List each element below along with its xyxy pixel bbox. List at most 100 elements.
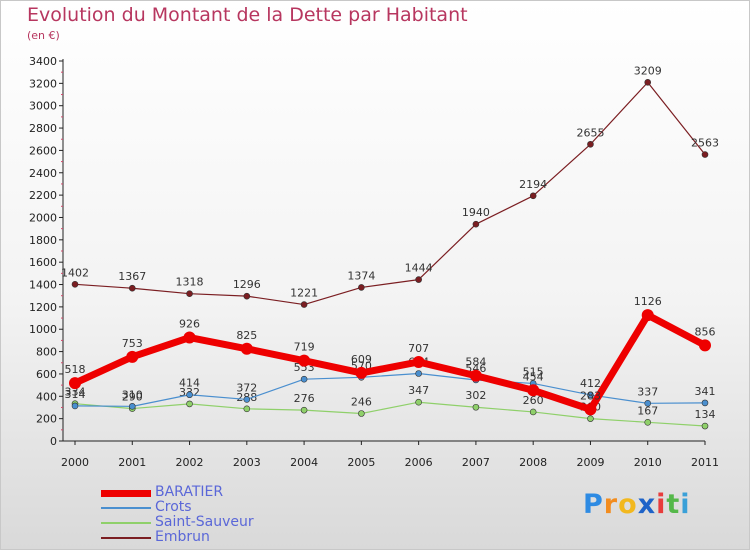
data-point-embrun: [587, 140, 594, 148]
chart-subtitle: (en €): [27, 29, 60, 42]
data-label-baratier: 719: [294, 341, 315, 354]
legend-label-embrun: Embrun: [155, 529, 210, 545]
data-point-saint-sauveur: [472, 403, 480, 411]
data-label-crots: 515: [523, 365, 544, 378]
data-label-crots: 341: [695, 385, 716, 398]
logo-letter: r: [603, 489, 619, 520]
proxiti-logo: Proxiti: [583, 489, 691, 520]
data-label-baratier: 825: [236, 329, 257, 342]
data-label-embrun: 3209: [634, 64, 662, 77]
data-point-embrun: [415, 276, 422, 283]
data-point-baratier: [584, 403, 597, 416]
legend-swatch-crots: [101, 507, 151, 509]
logo-letter: x: [637, 489, 657, 520]
y-tick-label: 200: [36, 413, 57, 426]
data-point-crots: [186, 391, 193, 399]
data-label-saint-sauveur: 167: [637, 404, 658, 417]
x-tick-label: 2008: [519, 456, 547, 469]
series-line-saint-sauveur: [74, 401, 706, 427]
data-label-embrun: 1374: [347, 269, 375, 282]
data-point-baratier: [469, 369, 482, 382]
data-point-baratier: [126, 350, 139, 363]
data-point-baratier: [699, 339, 711, 352]
data-label-embrun: 2655: [576, 126, 604, 139]
data-point-baratier: [527, 384, 540, 397]
data-point-saint-sauveur: [186, 400, 193, 408]
x-tick-label: 2009: [576, 456, 604, 469]
data-label-embrun: 1221: [290, 287, 318, 300]
data-point-crots: [415, 370, 422, 377]
data-label-saint-sauveur: 246: [351, 396, 372, 409]
y-tick-label: 1800: [29, 234, 57, 247]
data-label-baratier: 1126: [634, 295, 662, 308]
series-line-baratier: [71, 311, 709, 413]
data-label-baratier: 454: [523, 370, 544, 383]
data-label-baratier: 926: [179, 318, 200, 331]
data-label-crots: 310: [122, 388, 143, 401]
data-point-crots: [644, 400, 652, 407]
data-label-embrun: 1940: [462, 206, 490, 219]
data-label-embrun: 1318: [176, 276, 204, 289]
data-point-crots: [128, 403, 136, 410]
y-tick-label: 2200: [29, 189, 57, 202]
series-line-embrun: [74, 81, 706, 306]
data-point-saint-sauveur: [529, 408, 537, 416]
data-point-crots: [300, 375, 308, 383]
data-point-embrun: [186, 290, 193, 297]
logo-letter: i: [680, 489, 691, 520]
data-label-saint-sauveur: 260: [523, 394, 544, 407]
x-tick-label: 2010: [634, 456, 662, 469]
data-point-saint-sauveur: [243, 405, 251, 413]
data-label-crots: 372: [236, 381, 257, 394]
y-tick-label: 2400: [29, 167, 57, 180]
legend-item-embrun: Embrun: [101, 529, 301, 545]
logo-letter: o: [618, 489, 638, 520]
legend-label-crots: Crots: [155, 499, 192, 515]
data-point-saint-sauveur: [701, 422, 709, 430]
data-point-crots: [71, 402, 79, 410]
data-point-crots: [587, 391, 594, 399]
y-tick-label: 1000: [29, 323, 57, 336]
x-tick-label: 2000: [61, 456, 89, 469]
legend-item-saint-sauveur: Saint-Sauveur: [101, 514, 301, 530]
data-point-saint-sauveur: [415, 398, 422, 406]
x-tick-label: 2007: [462, 456, 490, 469]
data-label-baratier: 518: [65, 363, 86, 376]
y-tick-label: 3200: [29, 77, 57, 90]
data-point-baratier: [183, 331, 196, 344]
data-point-baratier: [240, 342, 253, 355]
logo-letter: t: [666, 489, 681, 520]
data-label-baratier: 856: [695, 325, 716, 338]
legend: BARATIER Crots Saint-Sauveur Embrun: [101, 484, 301, 545]
x-tick-label: 2004: [290, 456, 318, 469]
data-label-saint-sauveur: 347: [408, 384, 429, 397]
x-tick-label: 2005: [347, 456, 375, 469]
data-point-saint-sauveur: [300, 406, 308, 414]
legend-label-saint-sauveur: Saint-Sauveur: [155, 514, 254, 530]
data-point-embrun: [243, 292, 251, 300]
data-label-saint-sauveur: 276: [294, 392, 315, 405]
data-point-embrun: [128, 284, 136, 292]
data-point-crots: [701, 399, 709, 407]
y-tick-label: 3000: [29, 100, 57, 113]
y-tick-label: 2600: [29, 144, 57, 157]
data-label-embrun: 1296: [233, 278, 261, 291]
data-label-saint-sauveur: 290: [122, 391, 143, 404]
data-label-crots: 314: [65, 388, 86, 401]
y-tick-label: 1400: [29, 279, 57, 292]
data-point-baratier: [412, 355, 425, 368]
data-point-baratier: [298, 354, 311, 367]
data-label-crots: 412: [580, 377, 601, 390]
legend-label-baratier: BARATIER: [155, 484, 224, 500]
data-label-crots: 414: [179, 377, 200, 390]
data-point-embrun: [472, 220, 480, 228]
data-point-baratier: [69, 377, 81, 390]
y-tick-label: 1600: [29, 256, 57, 269]
data-label-baratier: 707: [408, 342, 429, 355]
data-label-baratier: 753: [122, 337, 143, 350]
data-point-embrun: [529, 192, 537, 200]
data-point-saint-sauveur: [644, 419, 652, 426]
x-tick-label: 2011: [691, 456, 719, 469]
